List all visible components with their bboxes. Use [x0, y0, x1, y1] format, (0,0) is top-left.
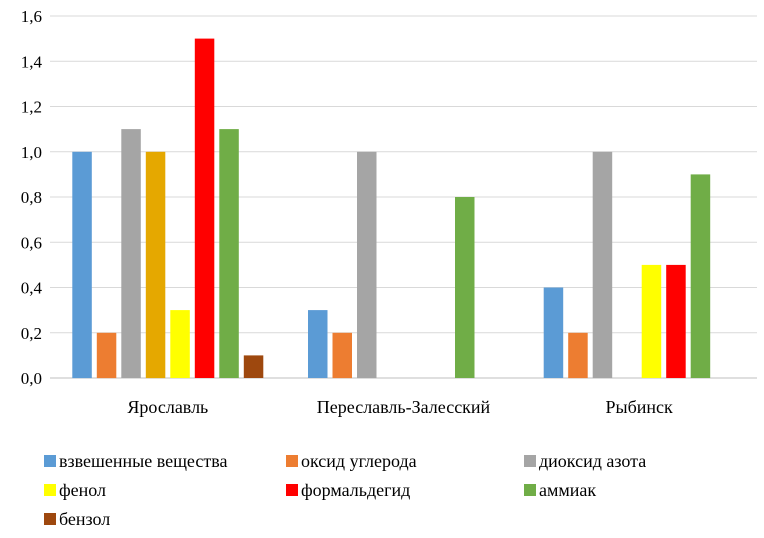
legend: взвешенные вещества оксид углерода диоксид… [44, 450, 744, 536]
bar [72, 151, 92, 379]
legend-swatch [286, 484, 298, 496]
bar [243, 355, 264, 378]
legend-label: фенол [59, 479, 107, 500]
bar [332, 332, 352, 379]
legend-item: диоксид азота [524, 450, 646, 472]
bar [690, 174, 711, 378]
bar [666, 264, 686, 378]
gridlines [50, 15, 757, 379]
legend-item: фенол [44, 479, 106, 501]
bar [219, 129, 239, 378]
legend-label: бензол [59, 508, 111, 529]
legend-swatch [524, 484, 536, 496]
x-category-label: Переславль-Залесский [317, 397, 491, 417]
bar [121, 129, 141, 378]
legend-label: оксид углерода [301, 450, 417, 471]
x-category-label: Ярославль [127, 397, 208, 417]
y-tick-label: 0,4 [21, 279, 43, 298]
legend-swatch [44, 484, 56, 496]
legend-label: формальдегид [301, 479, 411, 500]
y-tick-label: 0,2 [21, 324, 42, 343]
bar [455, 197, 475, 378]
y-tick-label: 0,6 [21, 233, 42, 252]
legend-item: формальдегид [286, 479, 410, 501]
y-tick-label: 0,0 [21, 369, 42, 388]
bars [72, 38, 711, 379]
y-tick-label: 1,6 [21, 7, 42, 26]
bar [194, 38, 215, 378]
bar [145, 151, 166, 379]
y-axis-ticks: 0,0 0,2 0,4 0,6 0,8 1,0 1,2 1,4 1,6 [21, 7, 43, 388]
legend-label: взвешенные вещества [59, 450, 228, 471]
bar-chart: 0,0 0,2 0,4 0,6 0,8 1,0 1,2 1,4 1,6 Ярославль Пер… [21, 7, 757, 417]
bar [170, 310, 190, 378]
bar [543, 287, 564, 378]
legend-item: аммиак [524, 479, 596, 501]
y-tick-label: 0,8 [21, 188, 42, 207]
bar [357, 151, 377, 379]
bar [568, 332, 588, 379]
y-tick-label: 1,0 [21, 143, 42, 162]
legend-swatch [44, 455, 56, 467]
legend-label: аммиак [539, 479, 597, 500]
y-tick-label: 1,4 [21, 52, 43, 71]
legend-swatch [524, 455, 536, 467]
legend-label: диоксид азота [539, 450, 647, 471]
legend-item: оксид углерода [286, 450, 417, 472]
legend-swatch [286, 455, 298, 467]
legend-swatch [44, 513, 56, 525]
bar [96, 332, 117, 379]
legend-item: бензол [44, 508, 110, 530]
x-axis-labels: Ярославль Переславль-Залесский Рыбинск [127, 397, 673, 417]
bar [641, 264, 662, 378]
legend-item: взвешенные вещества [44, 450, 227, 472]
bar [308, 310, 328, 378]
bar [592, 151, 613, 379]
y-tick-label: 1,2 [21, 98, 42, 117]
x-category-label: Рыбинск [606, 397, 674, 417]
